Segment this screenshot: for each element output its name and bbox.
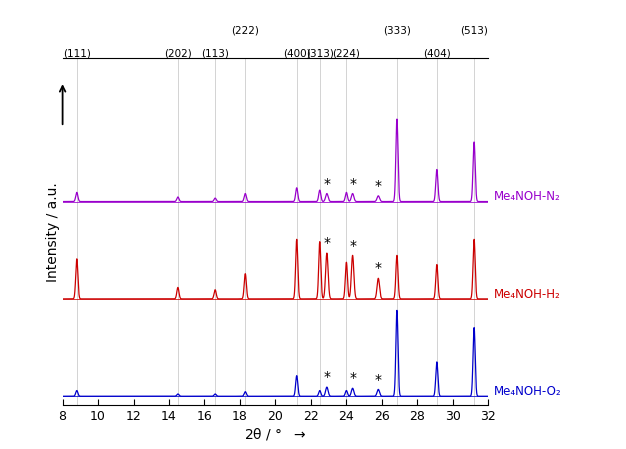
Text: *: * [375, 179, 382, 193]
Text: (513): (513) [460, 26, 488, 36]
Text: Me₄NOH-N₂: Me₄NOH-N₂ [493, 190, 560, 203]
X-axis label: 2θ / °  $\rightarrow$: 2θ / ° $\rightarrow$ [244, 426, 307, 442]
Text: (400): (400) [283, 48, 310, 58]
Text: *: * [324, 236, 331, 250]
Text: *: * [375, 261, 382, 275]
Text: *: * [349, 238, 356, 252]
Text: (202): (202) [164, 48, 192, 58]
Text: *: * [349, 176, 356, 191]
Text: Me₄NOH-H₂: Me₄NOH-H₂ [493, 288, 560, 301]
Text: *: * [375, 373, 382, 387]
Text: Me₄NOH-O₂: Me₄NOH-O₂ [493, 385, 562, 398]
Text: (113): (113) [201, 48, 229, 58]
Text: *: * [324, 176, 331, 191]
Text: (333): (333) [383, 26, 411, 36]
Y-axis label: Intensity / a.u.: Intensity / a.u. [46, 182, 60, 282]
Text: *: * [324, 370, 331, 384]
Text: (313): (313) [306, 48, 334, 58]
Text: (222): (222) [232, 26, 259, 36]
Text: (404): (404) [423, 48, 451, 58]
Text: (224): (224) [332, 48, 361, 58]
Text: (111): (111) [63, 48, 91, 58]
Text: *: * [349, 371, 356, 385]
